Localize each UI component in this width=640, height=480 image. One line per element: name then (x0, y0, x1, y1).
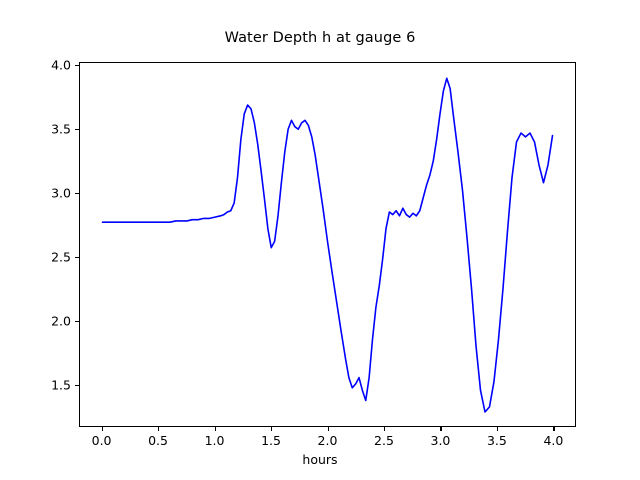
x-tick-label: 4.0 (543, 433, 564, 448)
x-tick-label: 3.5 (486, 433, 507, 448)
x-tick-mark (383, 427, 386, 431)
x-tick-label: 1.5 (261, 433, 281, 448)
y-tick-label: 3.5 (51, 121, 71, 137)
x-tick-mark (101, 427, 103, 431)
x-tick-mark (214, 427, 216, 431)
x-tick-mark (496, 427, 499, 431)
x-tick-label: 1.0 (204, 433, 225, 448)
plot-area (79, 62, 576, 427)
x-tick-label: 2.0 (317, 433, 338, 448)
x-tick-label: 3.0 (430, 433, 451, 448)
x-tick-label: 0.5 (148, 433, 168, 448)
x-axis-label: hours (302, 452, 338, 467)
chart-title: Water Depth h at gauge 6 (224, 30, 416, 46)
x-tick-label: 0.0 (91, 433, 112, 448)
data-line-svg (80, 63, 575, 426)
y-tick-label: 1.5 (51, 377, 71, 393)
x-tick-mark (440, 427, 442, 431)
x-tick-mark (271, 427, 273, 431)
x-tick-mark (327, 427, 329, 431)
x-tick-mark (158, 427, 160, 431)
y-tick-label: 2.0 (51, 313, 71, 329)
data-series-line (102, 78, 552, 412)
y-tick-label: 2.5 (51, 249, 71, 265)
y-tick-label: 4.0 (51, 57, 71, 73)
x-tick-mark (553, 427, 555, 431)
x-tick-label: 2.5 (374, 433, 394, 448)
y-tick-label: 3.0 (51, 185, 71, 201)
